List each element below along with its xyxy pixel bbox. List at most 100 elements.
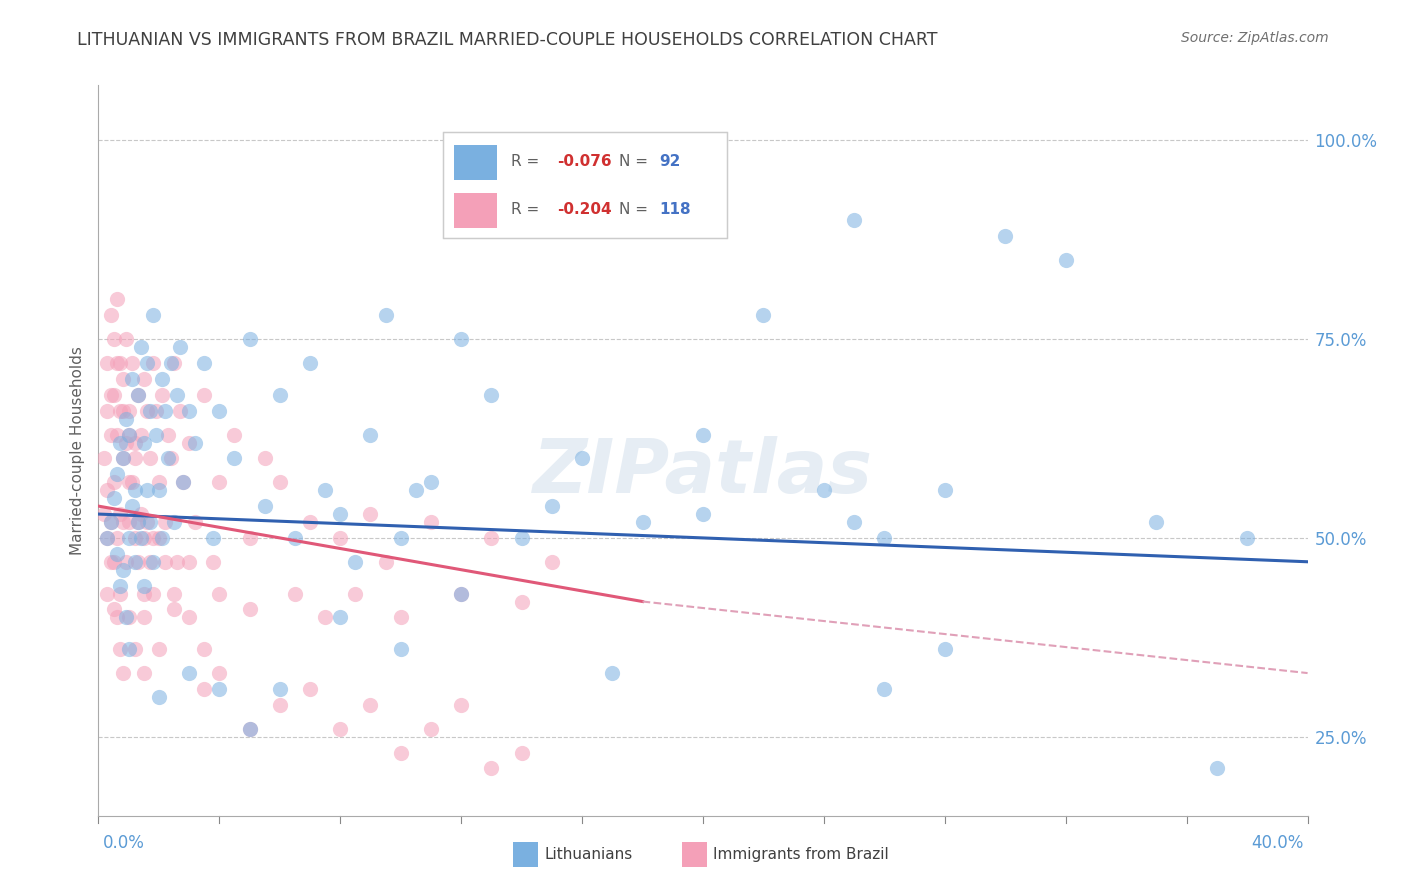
- Point: [172, 475, 194, 490]
- Point: [169, 403, 191, 417]
- Point: [108, 507, 131, 521]
- Point: [118, 531, 141, 545]
- Point: [111, 666, 134, 681]
- Point: [132, 579, 155, 593]
- Point: [193, 356, 215, 370]
- Point: [132, 610, 155, 624]
- Point: [450, 586, 472, 600]
- Point: [108, 579, 131, 593]
- Point: [374, 555, 396, 569]
- Point: [193, 681, 215, 696]
- Point: [114, 610, 136, 624]
- Point: [127, 388, 149, 402]
- Point: [148, 690, 170, 704]
- Point: [224, 427, 246, 442]
- Point: [299, 356, 322, 370]
- Point: [135, 483, 157, 498]
- Point: [114, 332, 136, 346]
- Point: [166, 555, 188, 569]
- Point: [510, 531, 533, 545]
- Point: [873, 681, 896, 696]
- Point: [166, 388, 188, 402]
- Point: [179, 435, 201, 450]
- Point: [129, 507, 152, 521]
- Point: [160, 356, 183, 370]
- Point: [135, 403, 157, 417]
- Point: [142, 586, 165, 600]
- Point: [202, 531, 225, 545]
- Point: [124, 483, 146, 498]
- Text: 40.0%: 40.0%: [1251, 834, 1303, 852]
- Point: [389, 531, 412, 545]
- Point: [314, 610, 336, 624]
- Point: [103, 475, 125, 490]
- Point: [121, 499, 143, 513]
- Point: [114, 555, 136, 569]
- Point: [179, 555, 201, 569]
- Point: [114, 435, 136, 450]
- Point: [103, 555, 125, 569]
- Point: [105, 610, 128, 624]
- Point: [105, 356, 128, 370]
- Point: [100, 555, 122, 569]
- Point: [132, 531, 155, 545]
- Point: [193, 388, 215, 402]
- Point: [314, 483, 336, 498]
- Point: [405, 483, 427, 498]
- Point: [145, 403, 167, 417]
- Point: [179, 666, 201, 681]
- Point: [103, 332, 125, 346]
- Point: [692, 427, 714, 442]
- Point: [631, 515, 654, 529]
- Point: [239, 531, 262, 545]
- Text: Immigrants from Brazil: Immigrants from Brazil: [713, 847, 889, 862]
- Point: [105, 547, 128, 561]
- Point: [450, 332, 472, 346]
- Point: [135, 515, 157, 529]
- Point: [481, 762, 503, 776]
- Point: [344, 586, 367, 600]
- Point: [103, 491, 125, 505]
- Point: [145, 427, 167, 442]
- Point: [124, 642, 146, 657]
- Point: [100, 515, 122, 529]
- Point: [299, 681, 322, 696]
- Point: [1206, 762, 1229, 776]
- Point: [148, 475, 170, 490]
- Point: [135, 356, 157, 370]
- Point: [139, 403, 162, 417]
- Point: [100, 515, 122, 529]
- Point: [1054, 252, 1077, 267]
- Point: [360, 698, 382, 712]
- Point: [602, 666, 624, 681]
- Point: [114, 411, 136, 425]
- Point: [153, 403, 176, 417]
- Point: [208, 586, 231, 600]
- Point: [96, 483, 118, 498]
- Point: [389, 642, 412, 657]
- Point: [163, 515, 186, 529]
- Point: [208, 403, 231, 417]
- Point: [844, 213, 866, 227]
- Point: [129, 531, 152, 545]
- Point: [420, 515, 443, 529]
- Point: [148, 642, 170, 657]
- Point: [1146, 515, 1168, 529]
- Point: [510, 594, 533, 608]
- Text: ZIPatlas: ZIPatlas: [533, 436, 873, 509]
- Point: [193, 642, 215, 657]
- Point: [121, 356, 143, 370]
- Point: [450, 586, 472, 600]
- Point: [139, 555, 162, 569]
- Point: [111, 403, 134, 417]
- Point: [153, 515, 176, 529]
- Point: [239, 722, 262, 736]
- Point: [129, 427, 152, 442]
- Point: [1236, 531, 1258, 545]
- Point: [510, 746, 533, 760]
- Point: [269, 475, 291, 490]
- Point: [208, 681, 231, 696]
- Point: [184, 435, 207, 450]
- Point: [156, 451, 179, 466]
- Point: [329, 722, 352, 736]
